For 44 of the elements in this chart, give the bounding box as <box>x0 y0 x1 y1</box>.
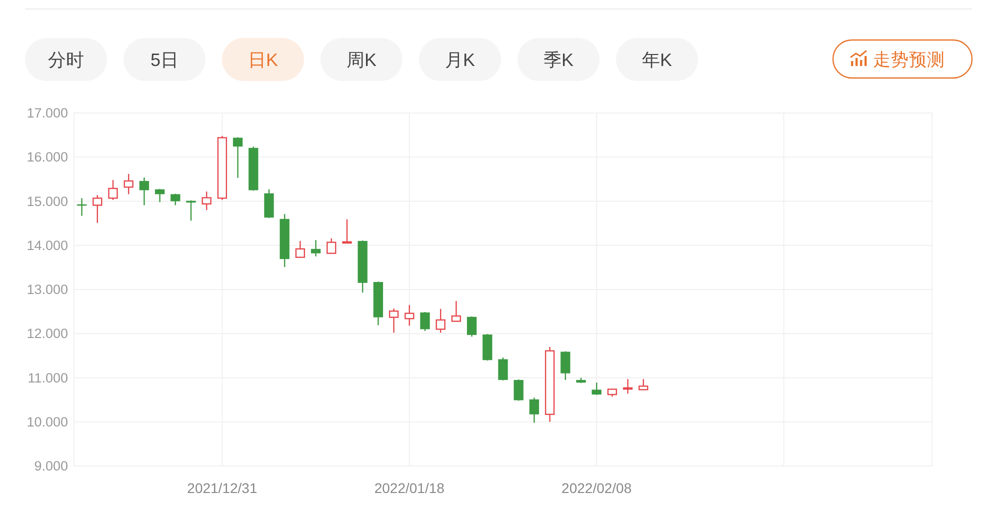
candlestick <box>310 239 321 258</box>
candlestick <box>420 311 430 332</box>
candlestick <box>170 193 180 206</box>
candlestick <box>529 397 540 424</box>
y-tick-label: 12.000 <box>26 326 68 342</box>
x-tick-label: 2022/02/08 <box>562 480 632 496</box>
candlestick <box>451 300 462 322</box>
y-tick-label: 11.000 <box>28 370 68 386</box>
candlestick <box>108 179 118 201</box>
candlestick <box>295 240 306 258</box>
text: 季K <box>543 50 574 70</box>
candlestick <box>560 350 570 381</box>
candlestick <box>326 238 336 254</box>
candlestick <box>92 194 102 224</box>
y-tick-label: 10.000 <box>26 414 68 430</box>
y-tick-label: 14.000 <box>26 238 68 253</box>
candlestick <box>124 173 134 195</box>
candlestick <box>436 308 446 334</box>
text: 月K <box>444 50 476 70</box>
candlestick <box>139 176 150 206</box>
text: 年K <box>642 50 672 70</box>
text: 5日 <box>150 50 179 70</box>
candlestick <box>202 190 212 211</box>
candlestick <box>498 356 508 381</box>
candlestick <box>404 304 414 326</box>
candlestick <box>232 136 243 178</box>
candlestick <box>592 382 602 396</box>
text: 日K <box>248 50 278 70</box>
candlestick <box>638 378 648 391</box>
candlestick <box>154 188 165 203</box>
x-tick-label: 2022/01/18 <box>374 480 445 496</box>
text: 走势预测 <box>873 50 945 70</box>
candlestick <box>342 218 352 244</box>
y-tick-label: 13.000 <box>26 282 68 297</box>
text: 分时 <box>48 50 84 70</box>
candlestick <box>388 308 399 334</box>
candlestick <box>514 378 524 402</box>
y-tick-label: 16.000 <box>26 150 68 165</box>
y-tick-label: 17.000 <box>26 106 68 120</box>
y-tick-label: 9.000 <box>34 458 68 474</box>
x-tick-label: 2021/12/31 <box>187 480 258 496</box>
y-tick-label: 15.000 <box>26 194 68 209</box>
candlestick <box>466 316 477 338</box>
text: 周K <box>346 50 377 70</box>
